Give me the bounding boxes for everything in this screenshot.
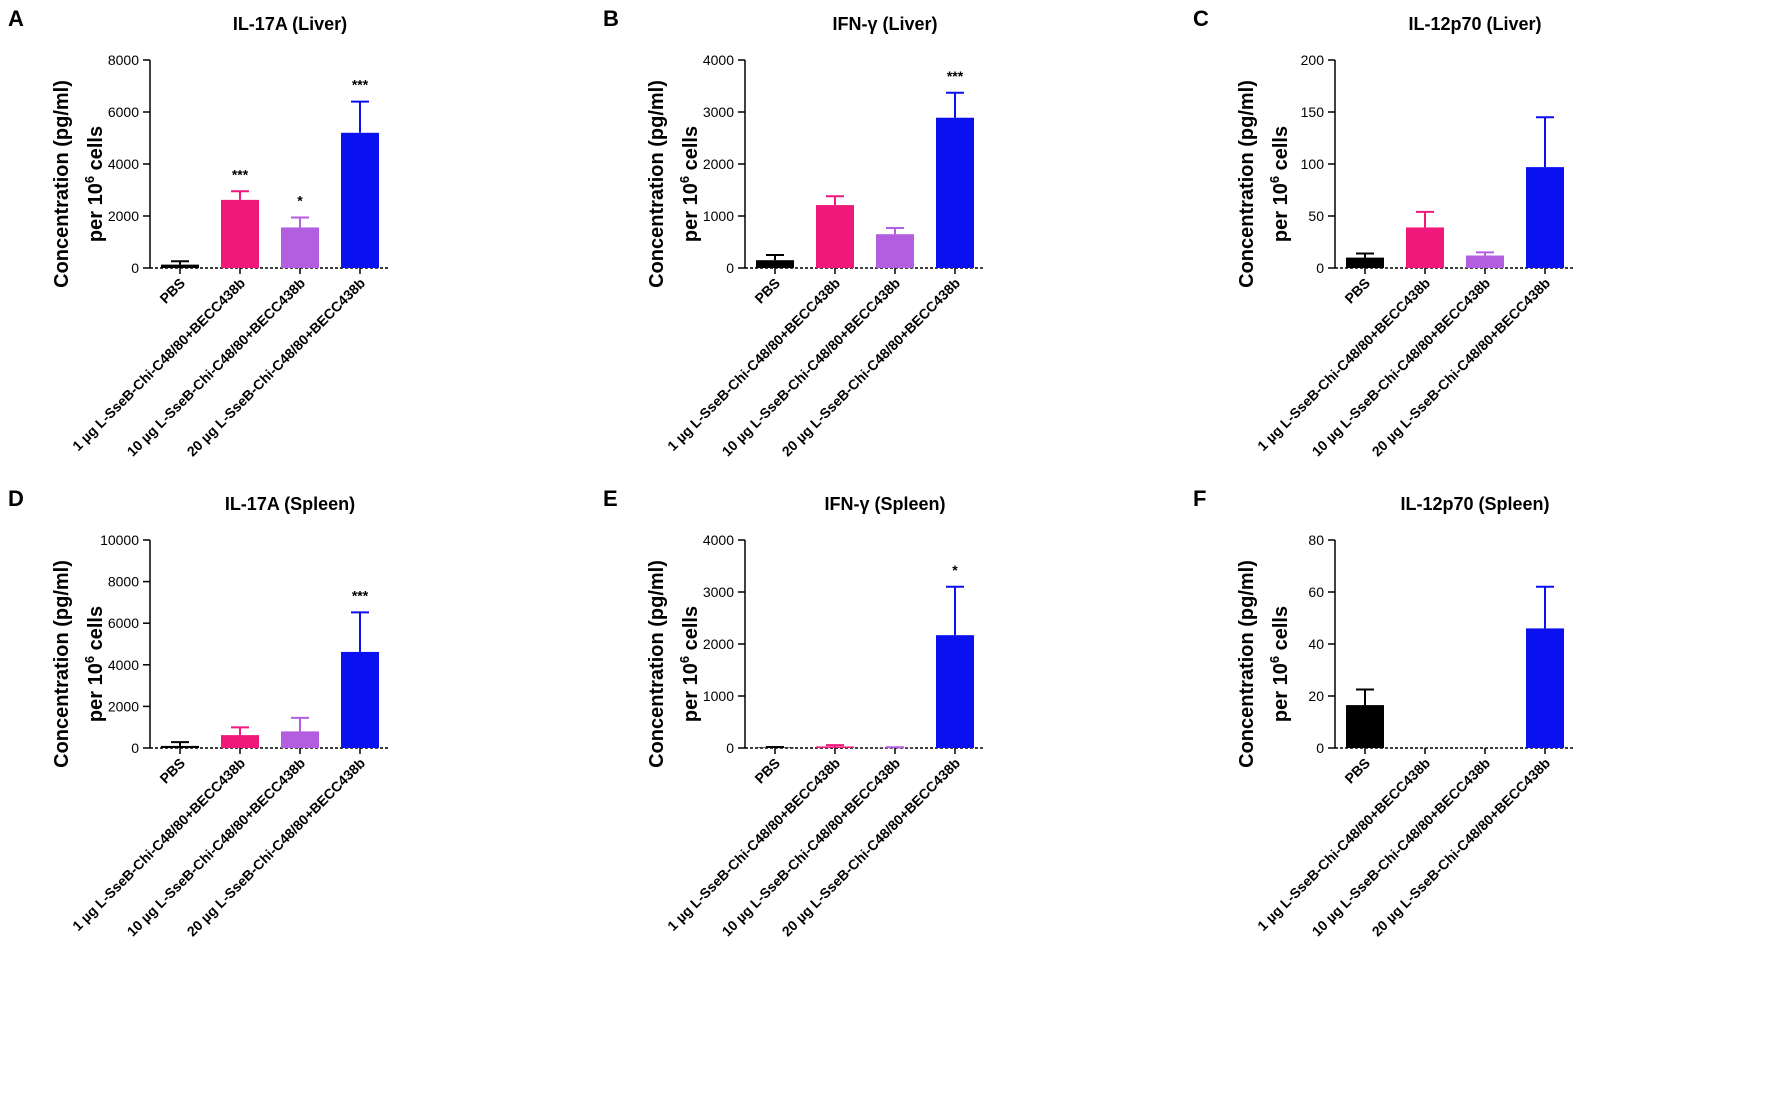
chart-svg: B IFN-γ (Liver) Concentration (pg/ml) per 1… [603,6,985,459]
y-axis-label-line1: Concentration (pg/ml) [51,80,73,288]
y-tick-label: 80 [1308,532,1324,548]
x-tick-label: PBS [156,275,188,307]
y-tick-label: 2000 [703,636,734,652]
y-tick-label: 3000 [703,104,734,120]
bar [341,651,379,748]
chart-title: IL-12p70 (Spleen) [1400,494,1549,514]
bar [281,731,319,748]
chart-title: IL-17A (Liver) [233,14,347,34]
y-axis-label-line1: Concentration (pg/ml) [1236,560,1258,768]
y-tick-label: 0 [726,260,734,276]
bar [281,227,319,268]
bar [1406,227,1444,268]
y-tick-label: 0 [1316,740,1324,756]
y-axis-label-line1: Concentration (pg/ml) [646,80,668,288]
x-tick-label: PBS [1341,275,1373,307]
y-axis-label-line2: per 106 cells [677,606,702,722]
chart-svg: E IFN-γ (Spleen) Concentration (pg/ml) per … [603,486,985,939]
bar [1526,167,1564,268]
chart-title: IL-17A (Spleen) [225,494,355,514]
y-tick-label: 3000 [703,584,734,600]
bar [1466,255,1504,268]
y-tick-label: 0 [726,740,734,756]
y-tick-label: 200 [1301,52,1325,68]
chart-title: IFN-γ (Liver) [832,14,937,34]
bar [936,117,974,268]
y-tick-label: 40 [1308,636,1324,652]
y-tick-label: 50 [1308,208,1324,224]
y-axis-label-line2: per 106 cells [82,126,107,242]
panel-letter: B [603,6,619,31]
chart-svg: F IL-12p70 (Spleen) Concentration (pg/ml) p… [1193,486,1575,939]
y-tick-label: 100 [1301,156,1325,172]
y-axis-label-line1: Concentration (pg/ml) [646,560,668,768]
bar [816,746,854,748]
y-tick-label: 10000 [100,532,139,548]
y-tick-label: 4000 [703,532,734,548]
y-axis-label-line2: per 106 cells [1267,606,1292,722]
y-tick-label: 8000 [108,52,139,68]
bar [1526,628,1564,748]
bar [1346,705,1384,748]
chart-title: IL-12p70 (Liver) [1408,14,1541,34]
bar [936,635,974,748]
y-tick-label: 0 [131,740,139,756]
panel-e: E IFN-γ (Spleen) Concentration (pg/ml) per … [595,480,1175,1035]
chart-svg: C IL-12p70 (Liver) Concentration (pg/ml) pe… [1193,6,1575,459]
x-tick-label: PBS [1341,755,1373,787]
panel-letter: A [8,6,24,31]
bar [221,199,259,268]
significance-label: * [297,193,303,209]
panel-letter: F [1193,486,1206,511]
significance-label: *** [352,77,369,93]
y-tick-label: 20 [1308,688,1324,704]
y-tick-label: 60 [1308,584,1324,600]
bar [816,205,854,268]
bar [876,234,914,268]
y-tick-label: 0 [131,260,139,276]
chart-svg: D IL-17A (Spleen) Concentration (pg/ml) per… [8,486,390,939]
panel-letter: E [603,486,618,511]
bar [341,132,379,268]
y-tick-label: 2000 [108,698,139,714]
panel-f: F IL-12p70 (Spleen) Concentration (pg/ml) p… [1185,480,1765,1035]
bar [161,264,199,268]
panel-c: C IL-12p70 (Liver) Concentration (pg/ml) pe… [1185,0,1765,555]
y-tick-label: 1000 [703,688,734,704]
y-axis-label-line1: Concentration (pg/ml) [1236,80,1258,288]
y-tick-label: 0 [1316,260,1324,276]
y-tick-label: 6000 [108,615,139,631]
panel-d: D IL-17A (Spleen) Concentration (pg/ml) per… [0,480,580,1035]
panel-a: A IL-17A (Liver) Concentration (pg/ml) per … [0,0,580,555]
chart-svg: A IL-17A (Liver) Concentration (pg/ml) per … [8,6,390,459]
x-tick-label: PBS [751,275,783,307]
y-tick-label: 2000 [108,208,139,224]
y-tick-label: 150 [1301,104,1325,120]
significance-label: *** [232,166,249,182]
bar [756,260,794,268]
y-tick-label: 8000 [108,574,139,590]
y-tick-label: 1000 [703,208,734,224]
chart-title: IFN-γ (Spleen) [824,494,945,514]
panel-b: B IFN-γ (Liver) Concentration (pg/ml) per 1… [595,0,1175,555]
panel-letter: D [8,486,24,511]
panel-letter: C [1193,6,1209,31]
y-axis-label-line1: Concentration (pg/ml) [51,560,73,768]
y-tick-label: 4000 [108,657,139,673]
bar [221,735,259,748]
x-tick-label: PBS [156,755,188,787]
bar [1346,257,1384,268]
significance-label: *** [352,587,369,603]
y-tick-label: 6000 [108,104,139,120]
y-axis-label-line2: per 106 cells [82,606,107,722]
x-tick-label: PBS [751,755,783,787]
significance-label: * [952,562,958,578]
y-axis-label-line2: per 106 cells [1267,126,1292,242]
y-tick-label: 4000 [108,156,139,172]
y-axis-label-line2: per 106 cells [677,126,702,242]
significance-label: *** [947,68,964,84]
y-tick-label: 4000 [703,52,734,68]
bar [161,745,199,748]
y-tick-label: 2000 [703,156,734,172]
